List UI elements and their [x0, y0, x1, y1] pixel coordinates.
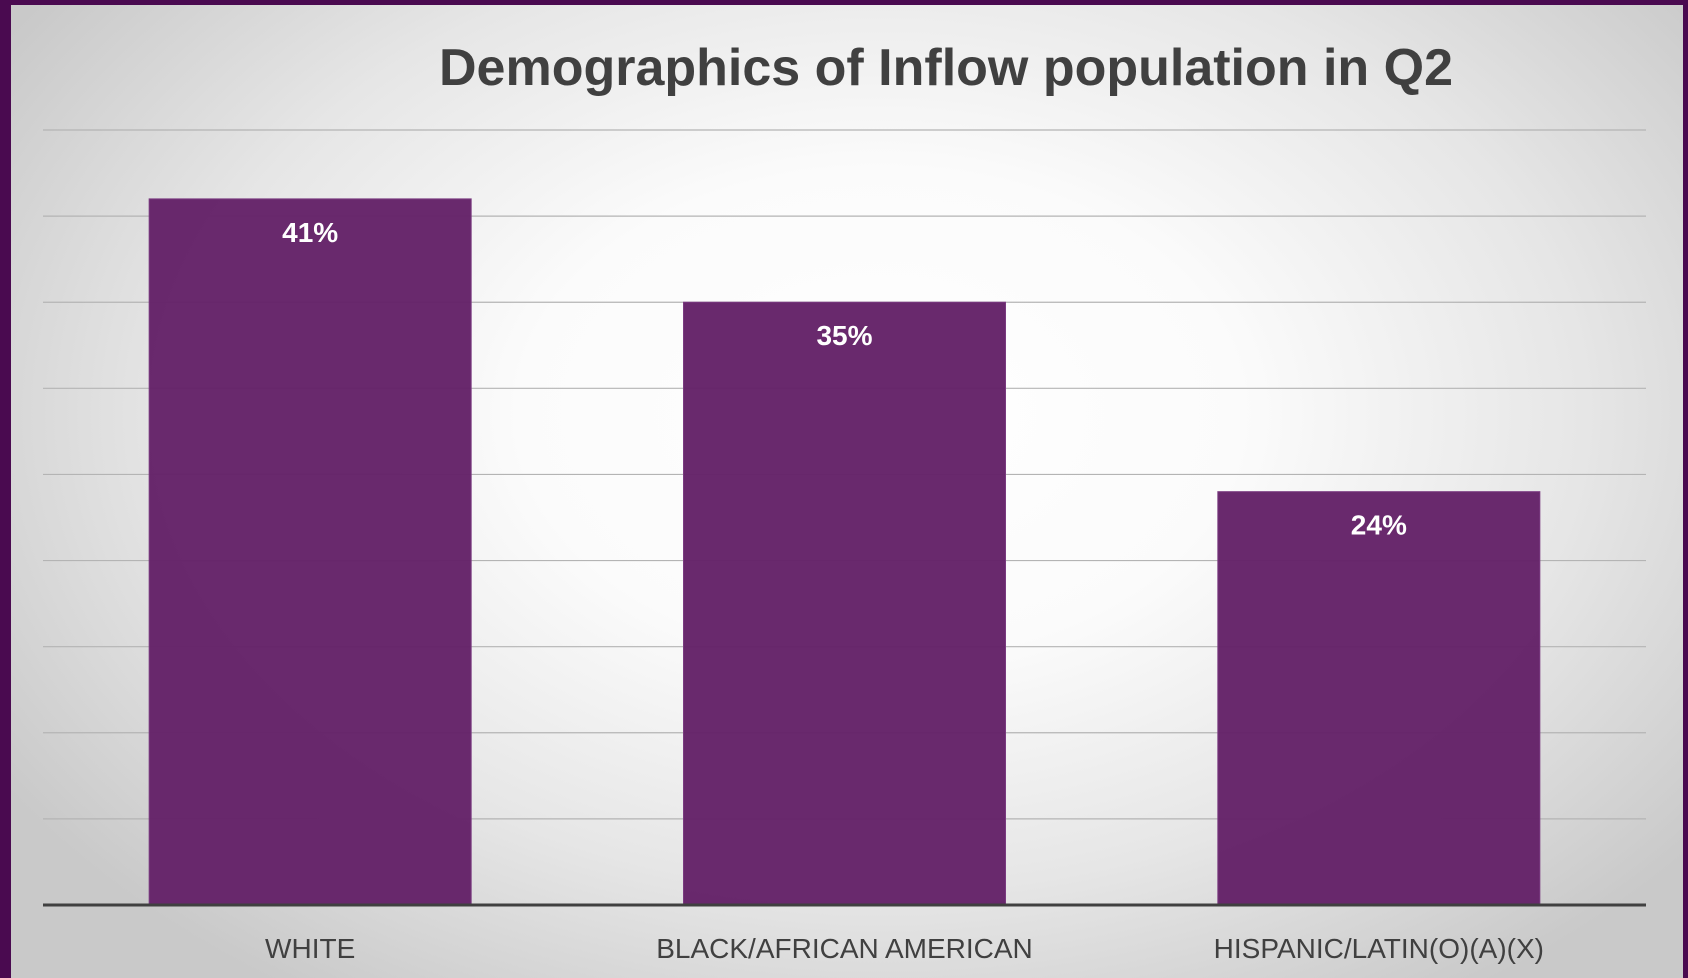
- bar-1: [683, 301, 1006, 906]
- category-labels: WHITE BLACK/AFRICAN AMERICAN HISPANIC/LATI…: [265, 933, 1544, 964]
- data-label-2: 24%: [1351, 510, 1407, 541]
- bars: [148, 198, 1541, 906]
- category-label-1: BLACK/AFRICAN AMERICAN: [656, 933, 1033, 964]
- bar-0: [148, 198, 472, 906]
- category-label-0: WHITE: [265, 933, 355, 964]
- bar-2: [1217, 491, 1541, 906]
- data-label-1: 35%: [816, 320, 872, 351]
- data-label-0: 41%: [282, 217, 338, 248]
- category-label-2: HISPANIC/LATIN(O)(A)(X): [1214, 933, 1544, 964]
- chart-title: Demographics of Inflow population in Q2: [439, 39, 1453, 97]
- data-labels: 41% 35% 24%: [282, 217, 1407, 541]
